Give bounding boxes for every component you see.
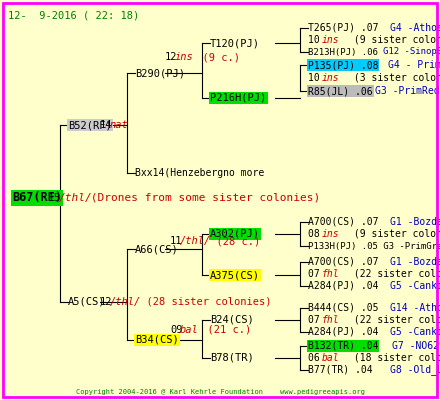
Text: 11: 11 [170,236,183,246]
Text: T120(PJ): T120(PJ) [210,38,260,48]
Text: ins: ins [322,35,340,45]
Text: ins: ins [175,52,194,62]
Text: 10: 10 [308,35,326,45]
Text: B444(CS) .05: B444(CS) .05 [308,303,378,313]
Text: G5 -Cankiri97Q: G5 -Cankiri97Q [390,281,440,291]
Text: A302(PJ): A302(PJ) [210,229,260,239]
Text: B213H(PJ) .06: B213H(PJ) .06 [308,48,378,56]
Text: (22 sister colonies): (22 sister colonies) [348,269,440,279]
Text: A284(PJ) .04: A284(PJ) .04 [308,327,378,337]
Text: (9 sister colonies): (9 sister colonies) [348,35,440,45]
Text: 07: 07 [308,315,326,325]
Text: 15: 15 [48,193,62,203]
Text: B67(RF): B67(RF) [12,192,62,204]
Text: (22 sister colonies): (22 sister colonies) [348,315,440,325]
Text: (9 sister colonies): (9 sister colonies) [348,229,440,239]
Text: P133H(PJ) .05 G3 -PrimGreen00: P133H(PJ) .05 G3 -PrimGreen00 [308,242,440,250]
Text: B34(CS): B34(CS) [135,335,179,345]
Text: A66(CS): A66(CS) [135,244,179,254]
Text: G3 -PrimRed01: G3 -PrimRed01 [375,86,440,96]
Text: bal: bal [180,325,199,335]
Text: G1 -Bozdag07R: G1 -Bozdag07R [390,217,440,227]
Text: A5(CS): A5(CS) [68,297,106,307]
Text: B77(TR) .04: B77(TR) .04 [308,365,373,375]
Text: ins: ins [322,73,340,83]
Text: G12 -SinopEgg86R: G12 -SinopEgg86R [383,48,440,56]
Text: P135(PJ) .08: P135(PJ) .08 [308,60,378,70]
Text: T265(PJ) .07: T265(PJ) .07 [308,23,378,33]
Text: A284(PJ) .04: A284(PJ) .04 [308,281,378,291]
Text: 14: 14 [100,120,113,130]
Text: (28 sister colonies): (28 sister colonies) [133,297,271,307]
Text: /thl/: /thl/ [110,297,141,307]
Text: 12-  9-2016 ( 22: 18): 12- 9-2016 ( 22: 18) [8,10,139,20]
Text: G7 -NO6294R: G7 -NO6294R [392,341,440,351]
Text: B78(TR): B78(TR) [210,353,254,363]
Text: P216H(PJ): P216H(PJ) [210,93,266,103]
Text: 06: 06 [308,353,326,363]
Text: 09: 09 [170,325,183,335]
Text: fhl: fhl [322,269,340,279]
Text: B52(RF): B52(RF) [68,120,112,130]
Text: B290(PJ): B290(PJ) [135,68,185,78]
Text: 07: 07 [308,269,326,279]
Text: 10: 10 [308,73,326,83]
Text: A375(CS): A375(CS) [210,270,260,280]
Text: (Drones from some sister colonies): (Drones from some sister colonies) [84,193,320,203]
Text: nat: nat [110,120,129,130]
Text: bal: bal [322,353,340,363]
Text: A700(CS) .07: A700(CS) .07 [308,217,378,227]
Text: ins: ins [322,229,340,239]
Text: R85(JL) .06: R85(JL) .06 [308,86,373,96]
Text: 08: 08 [308,229,326,239]
Text: fhl: fhl [322,315,340,325]
Text: 12: 12 [100,297,113,307]
Text: G8 -Old_Lady: G8 -Old_Lady [390,364,440,376]
Text: B24(CS): B24(CS) [210,315,254,325]
Text: G1 -Bozdag07R: G1 -Bozdag07R [390,257,440,267]
Text: (3 sister colonies): (3 sister colonies) [348,73,440,83]
Text: B132(TR) .04: B132(TR) .04 [308,341,378,351]
Text: /thl/: /thl/ [59,193,92,203]
Text: A700(CS) .07: A700(CS) .07 [308,257,378,267]
Text: 12: 12 [165,52,177,62]
Text: (9 c.): (9 c.) [190,52,239,62]
Text: G4 - PrimGreen00: G4 - PrimGreen00 [388,60,440,70]
Text: (28 c.): (28 c.) [203,236,260,246]
Text: /thl/: /thl/ [180,236,211,246]
Text: (18 sister colonies): (18 sister colonies) [348,353,440,363]
Text: G4 -Athos00R: G4 -Athos00R [390,23,440,33]
Text: G14 -AthosS80R: G14 -AthosS80R [390,303,440,313]
Text: (21 c.): (21 c.) [194,325,251,335]
Text: Bxx14(Henzebergno more: Bxx14(Henzebergno more [135,168,264,178]
Text: Copyright 2004-2016 @ Karl Kehrle Foundation    www.pedigreeapis.org: Copyright 2004-2016 @ Karl Kehrle Founda… [76,389,364,395]
Text: G5 -Cankiri97Q: G5 -Cankiri97Q [390,327,440,337]
